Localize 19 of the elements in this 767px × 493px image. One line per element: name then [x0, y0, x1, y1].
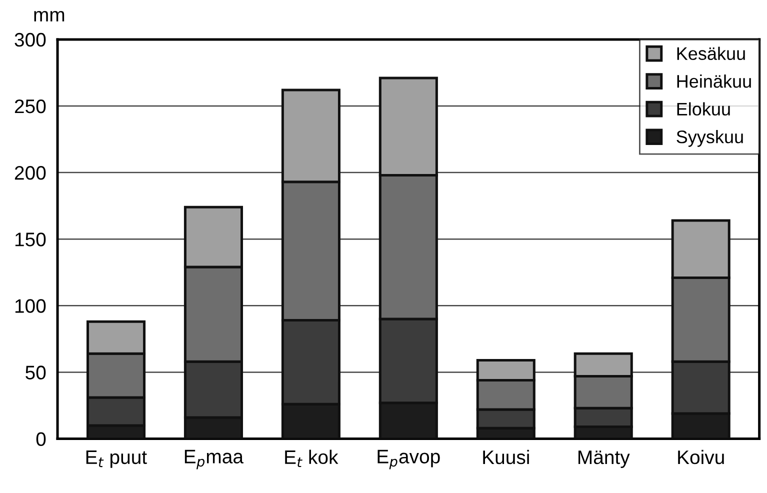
- y-tick-label: 250: [14, 99, 46, 114]
- x-tick-label: Mänty: [578, 450, 630, 468]
- legend-label: Kesäkuu: [677, 46, 745, 60]
- y-tick-label: 150: [15, 232, 46, 246]
- legend-label: Heinäkuu: [677, 74, 751, 88]
- x-tick-label: Koivu: [678, 450, 724, 464]
- y-axis-title: mm: [34, 10, 64, 22]
- legend-label: Elokuu: [677, 102, 730, 116]
- y-tick-label: 200: [14, 166, 46, 180]
- x-tick-label: E$_{t}$ kok: [285, 450, 338, 468]
- x-tick-label: E$_{t}$ puut: [86, 450, 147, 468]
- x-tick-label: E$_{p}$avop: [378, 450, 440, 470]
- y-tick-label: 0: [36, 432, 46, 446]
- x-tick-label: E$_{p}$maa: [184, 450, 244, 470]
- y-tick-label: 300: [14, 32, 46, 47]
- y-tick-label: 50: [26, 366, 46, 380]
- legend-label: Syyskuu: [676, 130, 743, 147]
- y-tick-label: 100: [15, 299, 46, 313]
- x-tick-label: Kuusi: [483, 450, 529, 464]
